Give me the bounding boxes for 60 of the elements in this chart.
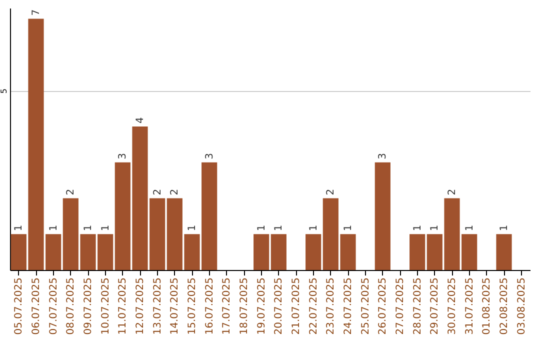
x-tick-label: 30.07.2025 — [447, 278, 458, 335]
bar — [374, 162, 390, 270]
x-tick-label: 05.07.2025 — [14, 278, 25, 335]
data-label: 1 — [14, 224, 25, 232]
x-tick-label: 08.07.2025 — [66, 278, 77, 335]
x-tick-label: 24.07.2025 — [343, 278, 354, 335]
x-tick-label: 31.07.2025 — [464, 278, 476, 335]
data-label: 7 — [31, 9, 42, 16]
y-tick-label: 5 — [0, 88, 8, 94]
x-tick-label: 26.07.2025 — [378, 278, 389, 335]
x-tick-label: 02.08.2025 — [499, 278, 510, 335]
data-label: 4 — [135, 117, 146, 124]
x-tick-label: 13.07.2025 — [152, 278, 164, 335]
x-tick-label: 06.07.2025 — [31, 278, 42, 335]
x-tick-label: 28.07.2025 — [412, 278, 424, 335]
x-tick-label: 27.07.2025 — [395, 278, 406, 335]
x-tick-label: 21.07.2025 — [291, 278, 302, 335]
data-label: 1 — [412, 224, 424, 232]
data-label: 2 — [152, 188, 164, 196]
x-tick-label: 23.07.2025 — [326, 278, 337, 335]
data-label: 2 — [326, 188, 337, 196]
bar — [306, 234, 322, 270]
x-tick-label: 29.07.2025 — [430, 278, 441, 335]
x-tick-label: 09.07.2025 — [83, 278, 94, 335]
data-label: 1 — [430, 224, 441, 232]
x-tick-label: 10.07.2025 — [100, 278, 112, 335]
data-label: 1 — [100, 224, 112, 232]
bar — [254, 234, 270, 270]
data-label: 1 — [187, 224, 198, 232]
data-label: 1 — [256, 224, 268, 232]
x-tick-label: 12.07.2025 — [135, 278, 146, 335]
x-tick-label: 22.07.2025 — [308, 278, 320, 335]
x-tick-label: 01.08.2025 — [482, 278, 493, 335]
x-tick-label: 14.07.2025 — [170, 278, 181, 335]
x-tick-label: 16.07.2025 — [204, 278, 216, 335]
x-tick-label: 20.07.2025 — [274, 278, 285, 335]
data-label: 1 — [274, 224, 285, 232]
x-tick-label: 19.07.2025 — [256, 278, 268, 335]
x-tick-label: 03.08.2025 — [516, 278, 528, 335]
data-label: 2 — [170, 188, 181, 196]
x-tick-label: 07.07.2025 — [48, 278, 60, 335]
data-label: 2 — [66, 188, 77, 196]
bar — [270, 234, 286, 270]
x-tick-label: 17.07.2025 — [222, 278, 233, 335]
data-label: 2 — [447, 188, 458, 196]
data-label: 1 — [308, 224, 320, 232]
data-label: 1 — [499, 224, 510, 232]
data-label: 1 — [343, 224, 354, 232]
x-tick-label: 11.07.2025 — [118, 278, 129, 335]
bar — [410, 234, 426, 270]
x-tick-label: 25.07.2025 — [360, 278, 372, 335]
data-label: 3 — [204, 152, 216, 160]
data-label: 1 — [464, 224, 476, 232]
x-tick-label: 15.07.2025 — [187, 278, 198, 335]
bar — [496, 234, 512, 270]
x-tick-label: 18.07.2025 — [239, 278, 250, 335]
data-label: 3 — [378, 152, 389, 160]
data-label: 1 — [83, 224, 94, 232]
data-label: 3 — [118, 152, 129, 160]
data-label: 1 — [48, 224, 60, 232]
